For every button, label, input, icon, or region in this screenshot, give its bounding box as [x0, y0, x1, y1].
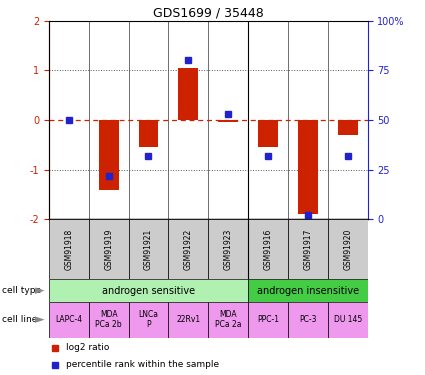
Bar	[248, 279, 368, 302]
Bar	[168, 219, 208, 279]
Bar	[328, 302, 368, 338]
Text: GSM91923: GSM91923	[224, 229, 232, 270]
Title: GDS1699 / 35448: GDS1699 / 35448	[153, 6, 264, 20]
Bar	[248, 219, 288, 279]
Bar	[178, 68, 198, 120]
Bar	[288, 302, 328, 338]
Text: ►: ►	[35, 313, 44, 326]
Text: GSM91920: GSM91920	[343, 229, 352, 270]
Text: MDA
PCa 2a: MDA PCa 2a	[215, 310, 241, 329]
Text: 22Rv1: 22Rv1	[176, 315, 201, 324]
Bar	[99, 120, 119, 190]
Text: DU 145: DU 145	[334, 315, 362, 324]
Bar	[49, 219, 89, 279]
Bar	[328, 219, 368, 279]
Text: PC-3: PC-3	[299, 315, 317, 324]
Text: GSM91922: GSM91922	[184, 229, 193, 270]
Text: cell line: cell line	[2, 315, 37, 324]
Text: cell type: cell type	[2, 286, 41, 295]
Text: GSM91916: GSM91916	[264, 229, 272, 270]
Bar	[208, 219, 248, 279]
Bar	[89, 219, 128, 279]
Text: GSM91918: GSM91918	[64, 229, 73, 270]
Text: percentile rank within the sample: percentile rank within the sample	[66, 360, 220, 369]
Bar	[218, 120, 238, 123]
Bar	[298, 120, 318, 214]
Bar	[128, 302, 168, 338]
Text: GSM91917: GSM91917	[303, 229, 312, 270]
Text: LNCa
P: LNCa P	[139, 310, 159, 329]
Text: androgen insensitive: androgen insensitive	[257, 286, 359, 296]
Text: GSM91921: GSM91921	[144, 229, 153, 270]
Bar	[168, 302, 208, 338]
Text: log2 ratio: log2 ratio	[66, 344, 110, 352]
Bar	[49, 279, 248, 302]
Text: GSM91919: GSM91919	[104, 229, 113, 270]
Bar	[258, 120, 278, 147]
Text: LAPC-4: LAPC-4	[55, 315, 82, 324]
Text: ►: ►	[35, 284, 44, 297]
Bar	[208, 302, 248, 338]
Bar	[49, 302, 89, 338]
Bar	[288, 219, 328, 279]
Text: androgen sensitive: androgen sensitive	[102, 286, 195, 296]
Bar	[248, 302, 288, 338]
Bar	[139, 120, 159, 147]
Bar	[338, 120, 358, 135]
Text: PPC-1: PPC-1	[257, 315, 279, 324]
Text: MDA
PCa 2b: MDA PCa 2b	[95, 310, 122, 329]
Bar	[89, 302, 128, 338]
Bar	[128, 219, 168, 279]
